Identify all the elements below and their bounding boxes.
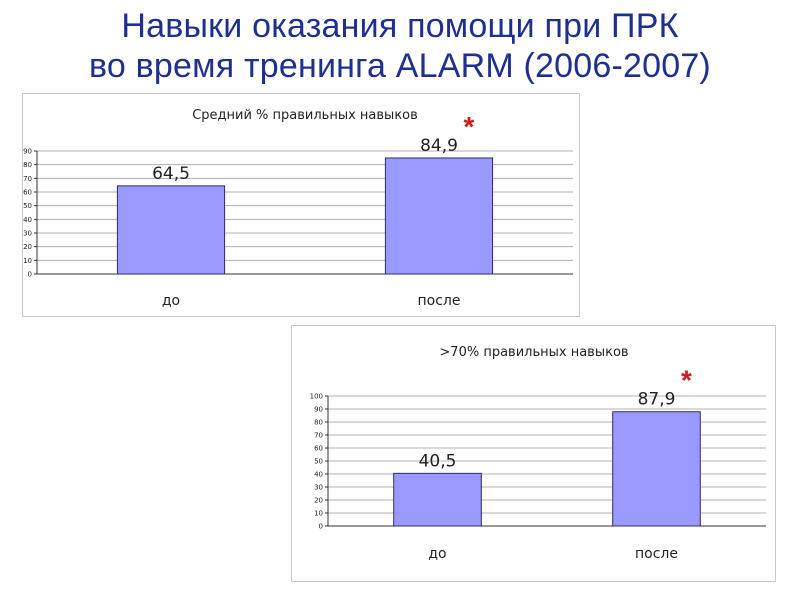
data-label: 64,5 (152, 164, 190, 184)
slide-title: Навыки оказания помощи при ПРК во время … (0, 6, 800, 86)
y-tick-label: 100 (310, 393, 323, 401)
average-skills-chart-svg: Средний % правильных навыков 0 10 20 30 40 50 6… (23, 108, 573, 309)
y-tick-label: 10 (23, 257, 32, 265)
chart-title: Средний % правильных навыков (192, 108, 418, 123)
bar (116, 185, 226, 275)
data-label: 84,9 (420, 136, 458, 156)
category-label: до (162, 293, 180, 309)
chart-title: >70% правильных навыков (439, 345, 628, 360)
significance-star: * (464, 111, 475, 142)
y-tick-label: 80 (314, 419, 323, 427)
y-tick-label: 20 (314, 497, 323, 505)
y-tick-label: 60 (314, 445, 323, 453)
over-70-skills-chart: >70% правильных навыков 0 10 20 30 40 50 60 70 80… (291, 325, 776, 582)
y-tick-label: 0 (28, 271, 32, 279)
y-tick-label: 60 (23, 189, 32, 197)
average-skills-chart: Средний % правильных навыков 0 10 20 30 40 50 6… (22, 93, 580, 317)
y-tick-label: 70 (23, 175, 32, 183)
y-tick-label: 50 (314, 458, 323, 466)
y-tick-label: 40 (23, 216, 32, 224)
y-tick-label: 30 (314, 484, 323, 492)
over-70-skills-chart-svg: >70% правильных навыков 0 10 20 30 40 50 60 70 80… (310, 345, 766, 562)
y-tick-label: 90 (23, 148, 32, 156)
slide-title-line-1: Навыки оказания помощи при ПРК (121, 7, 679, 45)
y-tick-label: 80 (23, 161, 32, 169)
y-tick-label: 70 (314, 432, 323, 440)
category-label: после (418, 293, 461, 309)
y-tick-label: 10 (314, 510, 323, 518)
y-tick-label: 40 (314, 471, 323, 479)
y-tick-label: 30 (23, 230, 32, 238)
category-label: после (635, 546, 678, 562)
y-tick-label: 20 (23, 243, 32, 251)
category-label: до (428, 546, 446, 562)
data-label: 87,9 (638, 390, 676, 410)
y-tick-label: 90 (314, 406, 323, 414)
data-label: 40,5 (419, 451, 457, 471)
y-tick-label: 0 (319, 523, 323, 531)
slide-title-line-2: во время тренинга ALARM (2006-2007) (89, 47, 711, 85)
bar (612, 411, 701, 527)
y-tick-label: 50 (23, 202, 32, 210)
bar (384, 157, 494, 275)
bar (393, 472, 482, 527)
significance-star: * (681, 365, 692, 396)
